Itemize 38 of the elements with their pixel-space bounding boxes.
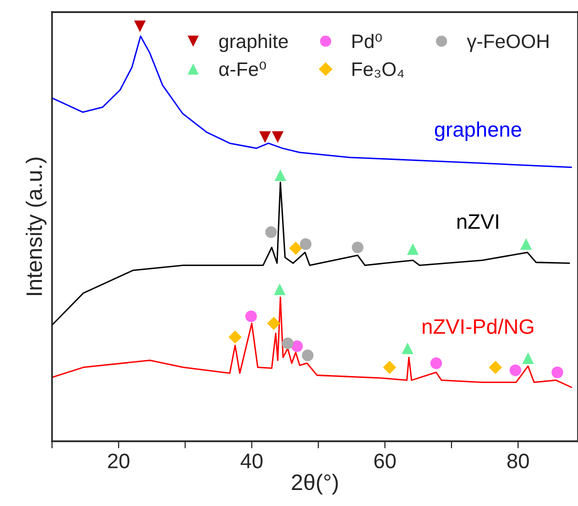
series-label: graphene <box>434 122 522 141</box>
point <box>274 284 286 296</box>
point <box>245 310 257 322</box>
point <box>382 360 396 374</box>
point <box>302 350 314 362</box>
point <box>134 20 146 32</box>
point <box>352 242 364 254</box>
point <box>522 352 534 364</box>
legend-label: γ-FeOOH <box>466 34 548 52</box>
point <box>300 238 312 250</box>
point <box>228 330 242 344</box>
legend-label: graphite <box>219 34 288 52</box>
legend-label: Pd⁰ <box>352 34 382 48</box>
point <box>282 337 294 350</box>
point <box>259 131 271 143</box>
legend-label: Fe₃O₄ <box>352 62 404 78</box>
series-label: nZVI <box>457 214 498 229</box>
point <box>488 360 502 374</box>
point <box>510 364 522 376</box>
point <box>402 342 414 354</box>
point <box>265 226 277 238</box>
x-tick-label: 80 <box>507 454 529 468</box>
x-tick-label: 60 <box>374 454 396 468</box>
x-tick-label: 20 <box>108 454 130 468</box>
point <box>272 131 284 143</box>
y-axis-title: Intensity (a.u.) <box>26 158 46 296</box>
legend-label: α-Fe⁰ <box>219 61 266 76</box>
point <box>520 238 532 250</box>
point <box>430 357 442 370</box>
point <box>291 340 303 352</box>
point <box>289 242 302 255</box>
x-axis-title: 2θ(°) <box>292 474 338 495</box>
series-label: nZVI-Pd/NG <box>422 318 534 334</box>
point <box>274 169 286 182</box>
point <box>267 316 280 330</box>
point <box>407 243 419 255</box>
point <box>552 366 564 378</box>
x-tick-label: 40 <box>240 454 263 468</box>
